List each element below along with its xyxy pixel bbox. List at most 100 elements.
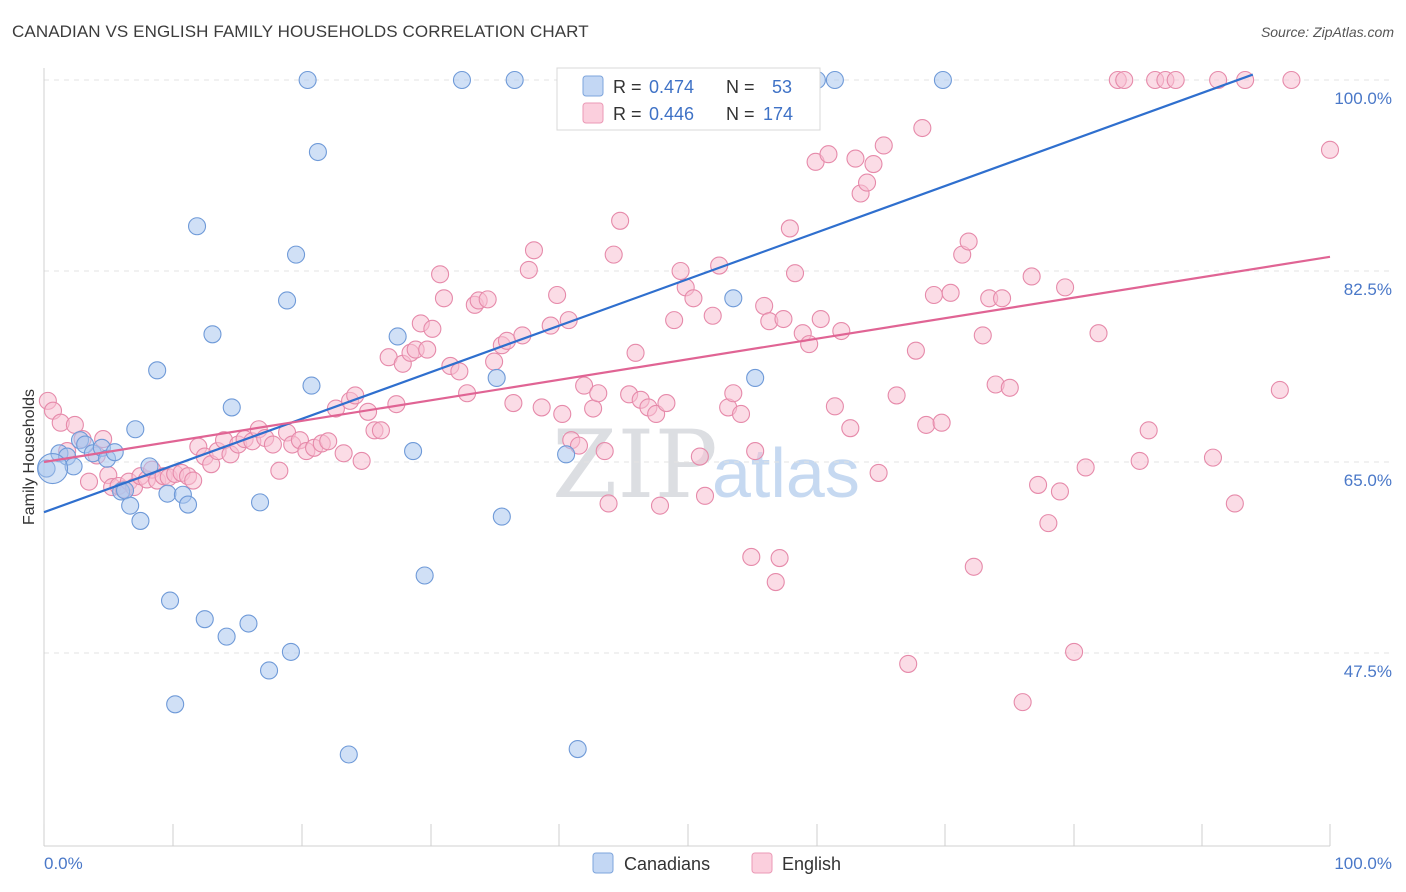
english-point-106: [724, 384, 743, 403]
english-point-123: [832, 321, 851, 341]
english-point-95: [650, 496, 670, 515]
english-point-24: [184, 471, 203, 490]
y-axis-label: Family Households: [21, 389, 38, 525]
tick-labels: 47.5% 65.0% 82.5% 100.0% 0.0% 100.0%: [44, 89, 1392, 873]
english-point-124: [841, 419, 860, 438]
english-point-96: [657, 394, 676, 413]
canadians-points: [37, 70, 952, 764]
canadians-trend-line: [43, 73, 1254, 514]
english-point-149: [1029, 475, 1048, 494]
english-trend-line: [43, 255, 1331, 464]
english-point-78: [548, 285, 567, 305]
english-point-164: [1209, 70, 1228, 90]
english-point-83: [575, 376, 594, 395]
canadians-point-51: [825, 70, 844, 90]
english-point-168: [1282, 70, 1301, 90]
english-point-125: [846, 149, 865, 168]
bottom-legend-swatch-canadians: [592, 852, 614, 874]
english-point-46: [334, 444, 353, 463]
english-point-137: [932, 413, 951, 432]
canadians-point-13: [126, 420, 145, 439]
english-point-130: [874, 136, 893, 155]
bottom-legend-label-english: English: [782, 854, 841, 874]
canadians-point-21: [178, 495, 198, 514]
canadians-point-12: [121, 496, 140, 515]
chart-title: CANADIAN VS ENGLISH FAMILY HOUSEHOLDS CO…: [12, 22, 589, 41]
canadians-point-35: [308, 142, 327, 162]
canadians-point-33: [298, 70, 317, 90]
english-point-142: [973, 326, 992, 345]
english-point-84: [584, 399, 603, 418]
english-point-159: [1139, 421, 1158, 440]
canadians-point-18: [160, 591, 180, 610]
english-point-138: [941, 283, 960, 302]
english-point-133: [906, 341, 925, 360]
english-point-145: [993, 289, 1012, 308]
english-point-37: [270, 461, 289, 480]
english-point-101: [690, 447, 709, 466]
english-point-165: [1225, 494, 1244, 513]
canadians-point-47: [724, 289, 743, 308]
english-point-157: [1115, 70, 1134, 90]
canadians-point-29: [259, 661, 279, 680]
legend-n-label-canadians: N =: [726, 77, 755, 97]
english-point-112: [766, 573, 785, 592]
english-point-136: [924, 285, 943, 305]
canadians-point-31: [281, 642, 300, 661]
english-point-88: [604, 245, 623, 264]
canadians-point-40: [452, 70, 472, 90]
legend-swatch-canadians: [582, 75, 604, 97]
y-tick-label-3: 100.0%: [1334, 89, 1392, 108]
english-point-82: [569, 436, 589, 455]
y-tick-label-0: 47.5%: [1344, 662, 1392, 681]
series-legend: Canadians English: [592, 852, 841, 874]
legend-r-value-canadians: 0.474: [649, 77, 694, 97]
canadians-point-41: [487, 368, 506, 388]
english-point-163: [1203, 448, 1223, 467]
canadians-point-17: [158, 484, 177, 503]
english-point-129: [869, 463, 888, 482]
canadians-point-34: [302, 376, 321, 395]
legend-r-label-canadians: R =: [613, 77, 642, 97]
english-point-115: [780, 219, 799, 238]
canadians-point-24: [203, 325, 222, 344]
canadians-point-14: [131, 511, 150, 530]
canadians-point-23: [195, 610, 214, 629]
english-point-169: [1320, 140, 1340, 159]
canadians-point-42: [492, 507, 511, 526]
canadians-point-39: [415, 566, 434, 585]
english-point-97: [665, 311, 684, 330]
english-point-167: [1270, 380, 1289, 400]
english-point-74: [519, 260, 538, 279]
english-point-52: [371, 421, 390, 440]
english-point-114: [774, 309, 793, 329]
bottom-legend-swatch-english: [751, 852, 773, 874]
english-point-158: [1130, 451, 1149, 470]
english-point-128: [864, 154, 883, 174]
english-point-62: [434, 289, 453, 308]
canadians-point-38: [404, 442, 423, 461]
english-point-44: [319, 432, 338, 451]
x-tick-label-1: 100.0%: [1334, 854, 1392, 873]
english-point-68: [478, 290, 497, 309]
canadians-point-25: [217, 627, 236, 646]
y-tick-label-1: 65.0%: [1344, 471, 1392, 490]
canadians-point-36: [339, 745, 358, 764]
english-point-87: [599, 494, 618, 513]
canadians-point-32: [287, 245, 306, 264]
english-points: [38, 70, 1340, 712]
english-point-116: [785, 264, 805, 283]
gridlines: [44, 79, 1392, 654]
english-point-49: [352, 451, 371, 470]
english-point-75: [524, 241, 544, 260]
english-point-152: [1056, 278, 1075, 297]
english-point-69: [485, 352, 504, 371]
legend-r-value-english: 0.446: [649, 104, 694, 124]
canadians-point-52: [933, 70, 952, 90]
english-point-89: [611, 211, 630, 230]
english-point-76: [532, 398, 551, 417]
english-point-140: [959, 232, 978, 251]
english-point-151: [1050, 482, 1069, 501]
english-point-134: [913, 118, 932, 138]
